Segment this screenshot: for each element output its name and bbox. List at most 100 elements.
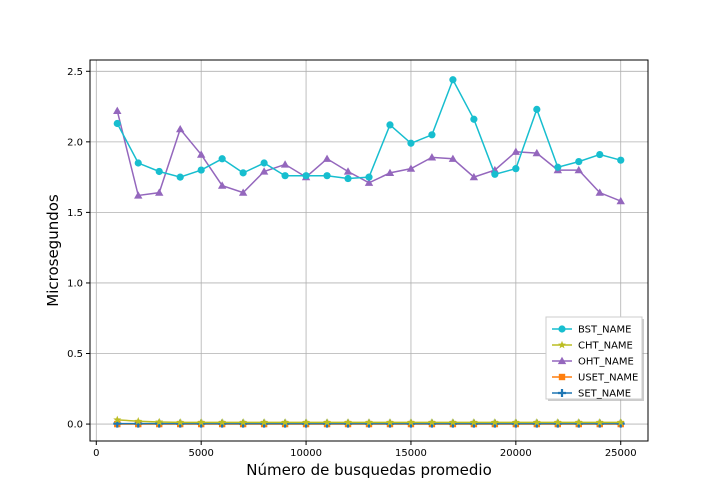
data-point: [385, 168, 395, 177]
data-point: [281, 172, 289, 180]
legend-label: SET_NAME: [578, 389, 631, 400]
legend-label: USET_NAME: [578, 373, 638, 384]
data-point: [596, 150, 604, 159]
legend-label: CHT_NAME: [578, 341, 633, 352]
plot-frame: [89, 59, 649, 442]
data-point: [259, 167, 269, 175]
data-point: [323, 418, 332, 426]
data-point: [239, 418, 248, 426]
data-point: [302, 172, 310, 180]
data-point: [469, 418, 478, 426]
data-point: [217, 181, 227, 189]
ticks: 0 5000 10000 15000 20000 25000 0.0 0.5 1.0 1.5 2.0…: [67, 67, 637, 459]
data-point: [427, 153, 437, 161]
data-point: [406, 164, 416, 172]
data-point: [616, 418, 625, 426]
data-point: [196, 150, 206, 158]
data-point: [574, 165, 583, 174]
data-point: [134, 159, 142, 167]
data-point: [238, 188, 248, 196]
data-point: [176, 173, 184, 181]
data-point: [511, 418, 520, 426]
data-point: [134, 191, 143, 199]
y-tick-label: 2.5: [67, 67, 83, 78]
x-tick-label: 0: [93, 448, 99, 459]
x-tick-label: 20000: [500, 448, 532, 459]
series-cht-name: [113, 415, 625, 426]
data-point: [449, 76, 457, 84]
y-tick-label: 1.0: [67, 278, 83, 289]
x-tick-label: 25000: [605, 448, 637, 459]
legend-label: OHT_NAME: [578, 357, 634, 368]
legend-marker: [558, 340, 566, 349]
data-point: [113, 106, 122, 114]
x-tick-label: 5000: [188, 448, 213, 459]
data-point: [197, 166, 205, 174]
legend-marker: [558, 373, 566, 381]
data-point: [344, 174, 352, 183]
data-point: [512, 165, 520, 173]
data-point: [155, 188, 164, 196]
data-point: [155, 167, 163, 176]
data-point: [595, 188, 604, 196]
data-point: [343, 167, 353, 175]
y-axis-label: Microsegundos: [44, 194, 62, 307]
data-point: [406, 418, 415, 426]
legend-label: BST_NAME: [578, 325, 631, 336]
series-bst-name: [113, 76, 625, 183]
data-point: [386, 121, 394, 129]
x-tick-label: 15000: [395, 448, 427, 459]
data-point: [365, 418, 373, 426]
data-point: [448, 154, 458, 162]
data-point: [260, 418, 269, 426]
legend-entry: BST_NAME: [552, 325, 631, 336]
y-tick-label: 2.0: [67, 137, 83, 148]
data-point: [490, 418, 499, 426]
data-point: [554, 163, 562, 171]
data-point: [239, 169, 247, 177]
data-point: [323, 172, 331, 180]
data-point: [491, 170, 499, 178]
data-point: [616, 196, 625, 205]
data-point: [385, 418, 394, 426]
y-tick-label: 0.5: [67, 349, 83, 360]
data-point: [281, 418, 290, 426]
x-tick-label: 10000: [290, 448, 322, 459]
data-point: [134, 417, 143, 425]
y-tick-label: 1.5: [67, 208, 83, 219]
data-point: [533, 105, 541, 113]
data-point: [218, 418, 227, 426]
legend-marker: [557, 356, 567, 365]
data-point: [218, 155, 226, 163]
legend-marker: [558, 389, 566, 397]
data-point: [364, 178, 374, 186]
legend: BST_NAME CHT_NAME OHT_NAME USET_NAME SET_NAM…: [545, 316, 644, 401]
data-point: [595, 418, 604, 426]
data-point: [532, 418, 541, 426]
legend-entry: SET_NAME: [552, 389, 631, 400]
data-point: [176, 418, 185, 426]
data-point: [617, 156, 625, 164]
series-line: [116, 110, 622, 202]
data-point: [302, 418, 311, 426]
data-point: [574, 418, 583, 426]
legend-entry: CHT_NAME: [552, 341, 633, 352]
data-point: [322, 154, 332, 162]
legend-entry: USET_NAME: [552, 373, 638, 384]
data-point: [260, 159, 268, 167]
data-point: [365, 173, 373, 181]
data-point: [470, 115, 478, 123]
data-point: [511, 147, 521, 155]
data-point: [469, 172, 479, 181]
x-axis-label: Número de busquedas promedio: [246, 461, 492, 479]
data-point: [428, 131, 436, 139]
data-point: [113, 415, 122, 424]
series-layer: [113, 76, 625, 428]
data-point: [407, 139, 415, 147]
data-point: [448, 418, 457, 426]
data-point: [176, 124, 185, 133]
data-point: [344, 418, 353, 426]
data-point: [197, 418, 206, 426]
y-tick-label: 0.0: [67, 420, 83, 431]
